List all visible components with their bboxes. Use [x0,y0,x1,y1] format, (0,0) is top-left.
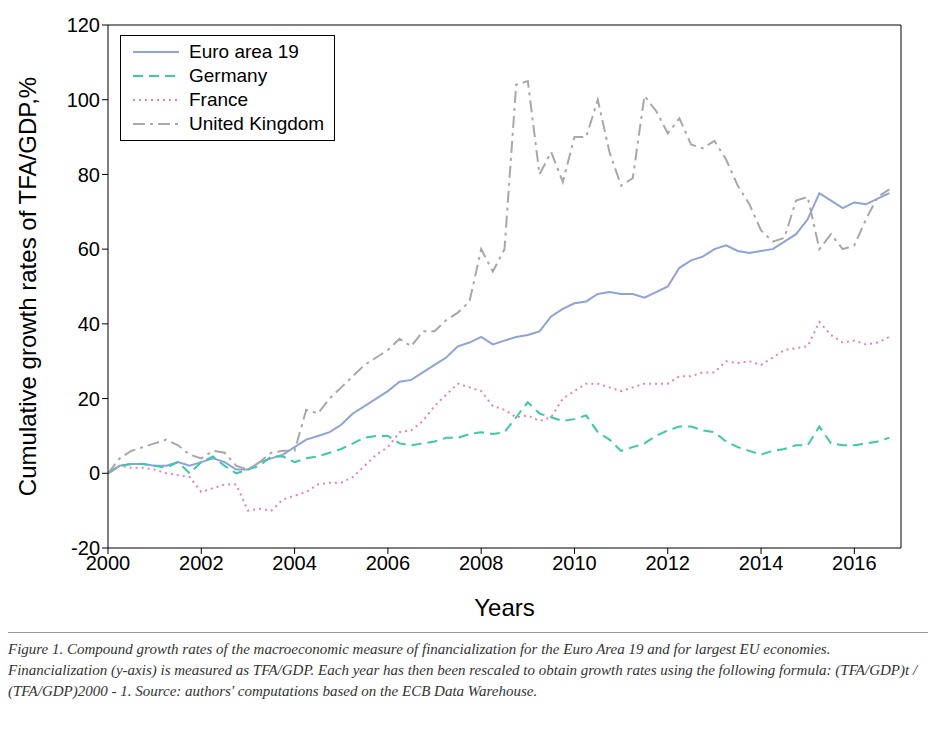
svg-text:2000: 2000 [85,552,131,575]
svg-text:-20: -20 [71,537,100,559]
svg-text:2008: 2008 [459,552,504,574]
svg-text:100: 100 [67,89,100,111]
svg-text:2012: 2012 [646,552,691,574]
html-text:Euro area 19: Euro area 19 [189,41,299,62]
svg-text:2010: 2010 [552,552,597,574]
svg-text:40: 40 [78,313,100,335]
svg-text:80: 80 [78,164,100,186]
svg-text:2014: 2014 [739,552,784,574]
svg-text:20: 20 [78,388,100,410]
svg-text:Years: Years [474,594,535,621]
svg-text:60: 60 [78,238,100,260]
html-text:France: France [189,89,249,110]
svg-text:2006: 2006 [366,552,411,574]
html-text:Germany: Germany [189,65,268,86]
svg-text:2004: 2004 [272,552,317,574]
svg-text:0: 0 [89,462,100,484]
svg-text:Cumulative growth rates of TFA: Cumulative growth rates of TFA/GDP,% [14,77,41,496]
html-text:United Kingdom: United Kingdom [189,113,325,134]
svg-text:120: 120 [67,14,100,36]
svg-text:2002: 2002 [179,552,224,574]
html-text:Figure 1. Compound growth rate: Figure 1. Compound growth rates of the m… [8,641,918,699]
svg-text:2016: 2016 [832,552,877,574]
